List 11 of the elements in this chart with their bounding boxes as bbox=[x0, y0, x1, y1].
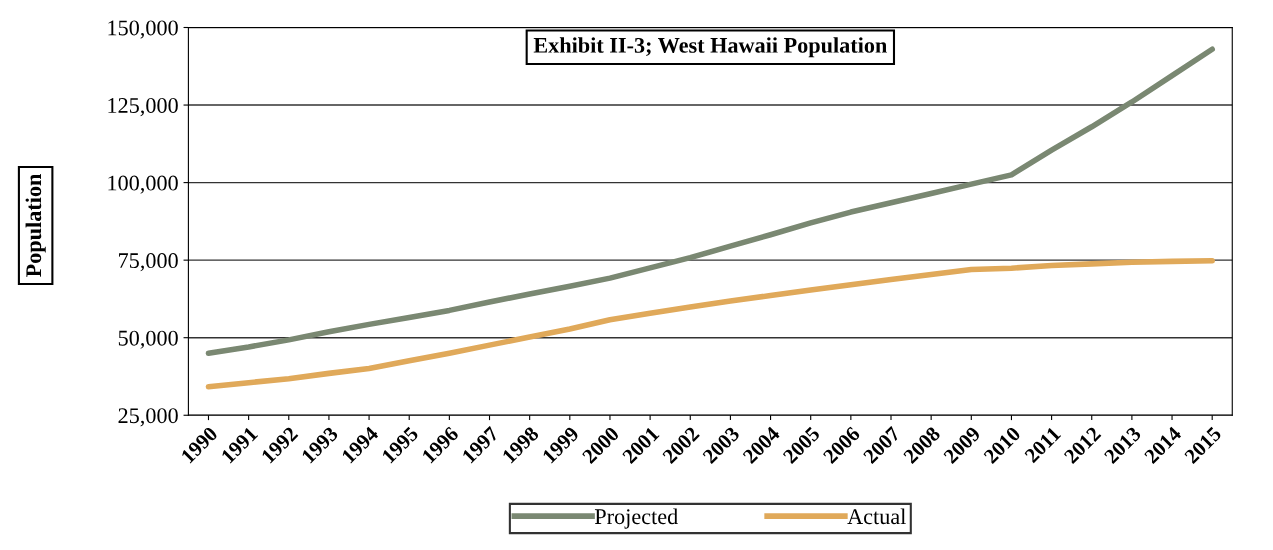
y-tick-label: 50,000 bbox=[118, 330, 178, 349]
legend-label: Actual bbox=[847, 508, 906, 525]
chart-title: Exhibit II-3; West Hawaii Population bbox=[533, 37, 887, 58]
y-tick-label: 150,000 bbox=[108, 20, 178, 39]
y-tick-label: 25,000 bbox=[118, 408, 178, 427]
y-axis-title: Population bbox=[25, 173, 46, 277]
y-tick-label: 75,000 bbox=[119, 253, 178, 272]
y-tick-label: 100,000 bbox=[108, 175, 178, 194]
x-tick-label: 2011 bbox=[1023, 426, 1062, 464]
y-tick-label: 125,000 bbox=[108, 97, 178, 117]
legend-label: Projected bbox=[594, 508, 678, 529]
